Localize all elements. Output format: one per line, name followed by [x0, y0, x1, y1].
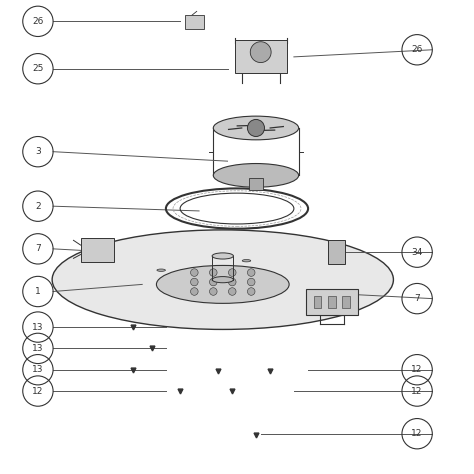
Text: 3: 3: [35, 147, 41, 156]
Text: 7: 7: [414, 294, 420, 303]
Text: 12: 12: [411, 429, 423, 438]
Text: 13: 13: [32, 365, 44, 374]
Circle shape: [247, 269, 255, 276]
Circle shape: [191, 288, 198, 295]
Text: 34: 34: [411, 248, 423, 256]
Circle shape: [191, 278, 198, 286]
Circle shape: [210, 278, 217, 286]
Ellipse shape: [212, 277, 233, 283]
Text: 13: 13: [32, 323, 44, 331]
FancyBboxPatch shape: [235, 40, 287, 73]
Circle shape: [247, 278, 255, 286]
FancyBboxPatch shape: [306, 289, 358, 315]
Text: 12: 12: [32, 387, 44, 395]
Circle shape: [247, 288, 255, 295]
Ellipse shape: [213, 116, 299, 140]
FancyBboxPatch shape: [249, 178, 263, 190]
Ellipse shape: [213, 164, 299, 187]
Circle shape: [228, 278, 236, 286]
Ellipse shape: [156, 265, 289, 303]
Circle shape: [210, 288, 217, 295]
FancyBboxPatch shape: [81, 238, 114, 262]
Circle shape: [210, 269, 217, 276]
Text: 1: 1: [35, 287, 41, 296]
FancyBboxPatch shape: [342, 296, 350, 308]
FancyBboxPatch shape: [314, 296, 321, 308]
Ellipse shape: [212, 253, 233, 259]
Text: 7: 7: [35, 245, 41, 253]
FancyBboxPatch shape: [328, 296, 336, 308]
Circle shape: [247, 119, 264, 137]
Circle shape: [191, 269, 198, 276]
Ellipse shape: [242, 260, 251, 262]
Text: 25: 25: [32, 64, 44, 73]
FancyBboxPatch shape: [328, 240, 345, 264]
Circle shape: [228, 288, 236, 295]
Text: 12: 12: [411, 387, 423, 395]
Text: 26: 26: [411, 46, 423, 54]
Ellipse shape: [157, 269, 165, 271]
Text: 26: 26: [32, 17, 44, 26]
Text: 12: 12: [411, 365, 423, 374]
Text: 2: 2: [35, 202, 41, 210]
Text: 13: 13: [32, 344, 44, 353]
Circle shape: [228, 269, 236, 276]
FancyBboxPatch shape: [185, 15, 204, 29]
Ellipse shape: [52, 230, 393, 329]
Circle shape: [250, 42, 271, 63]
